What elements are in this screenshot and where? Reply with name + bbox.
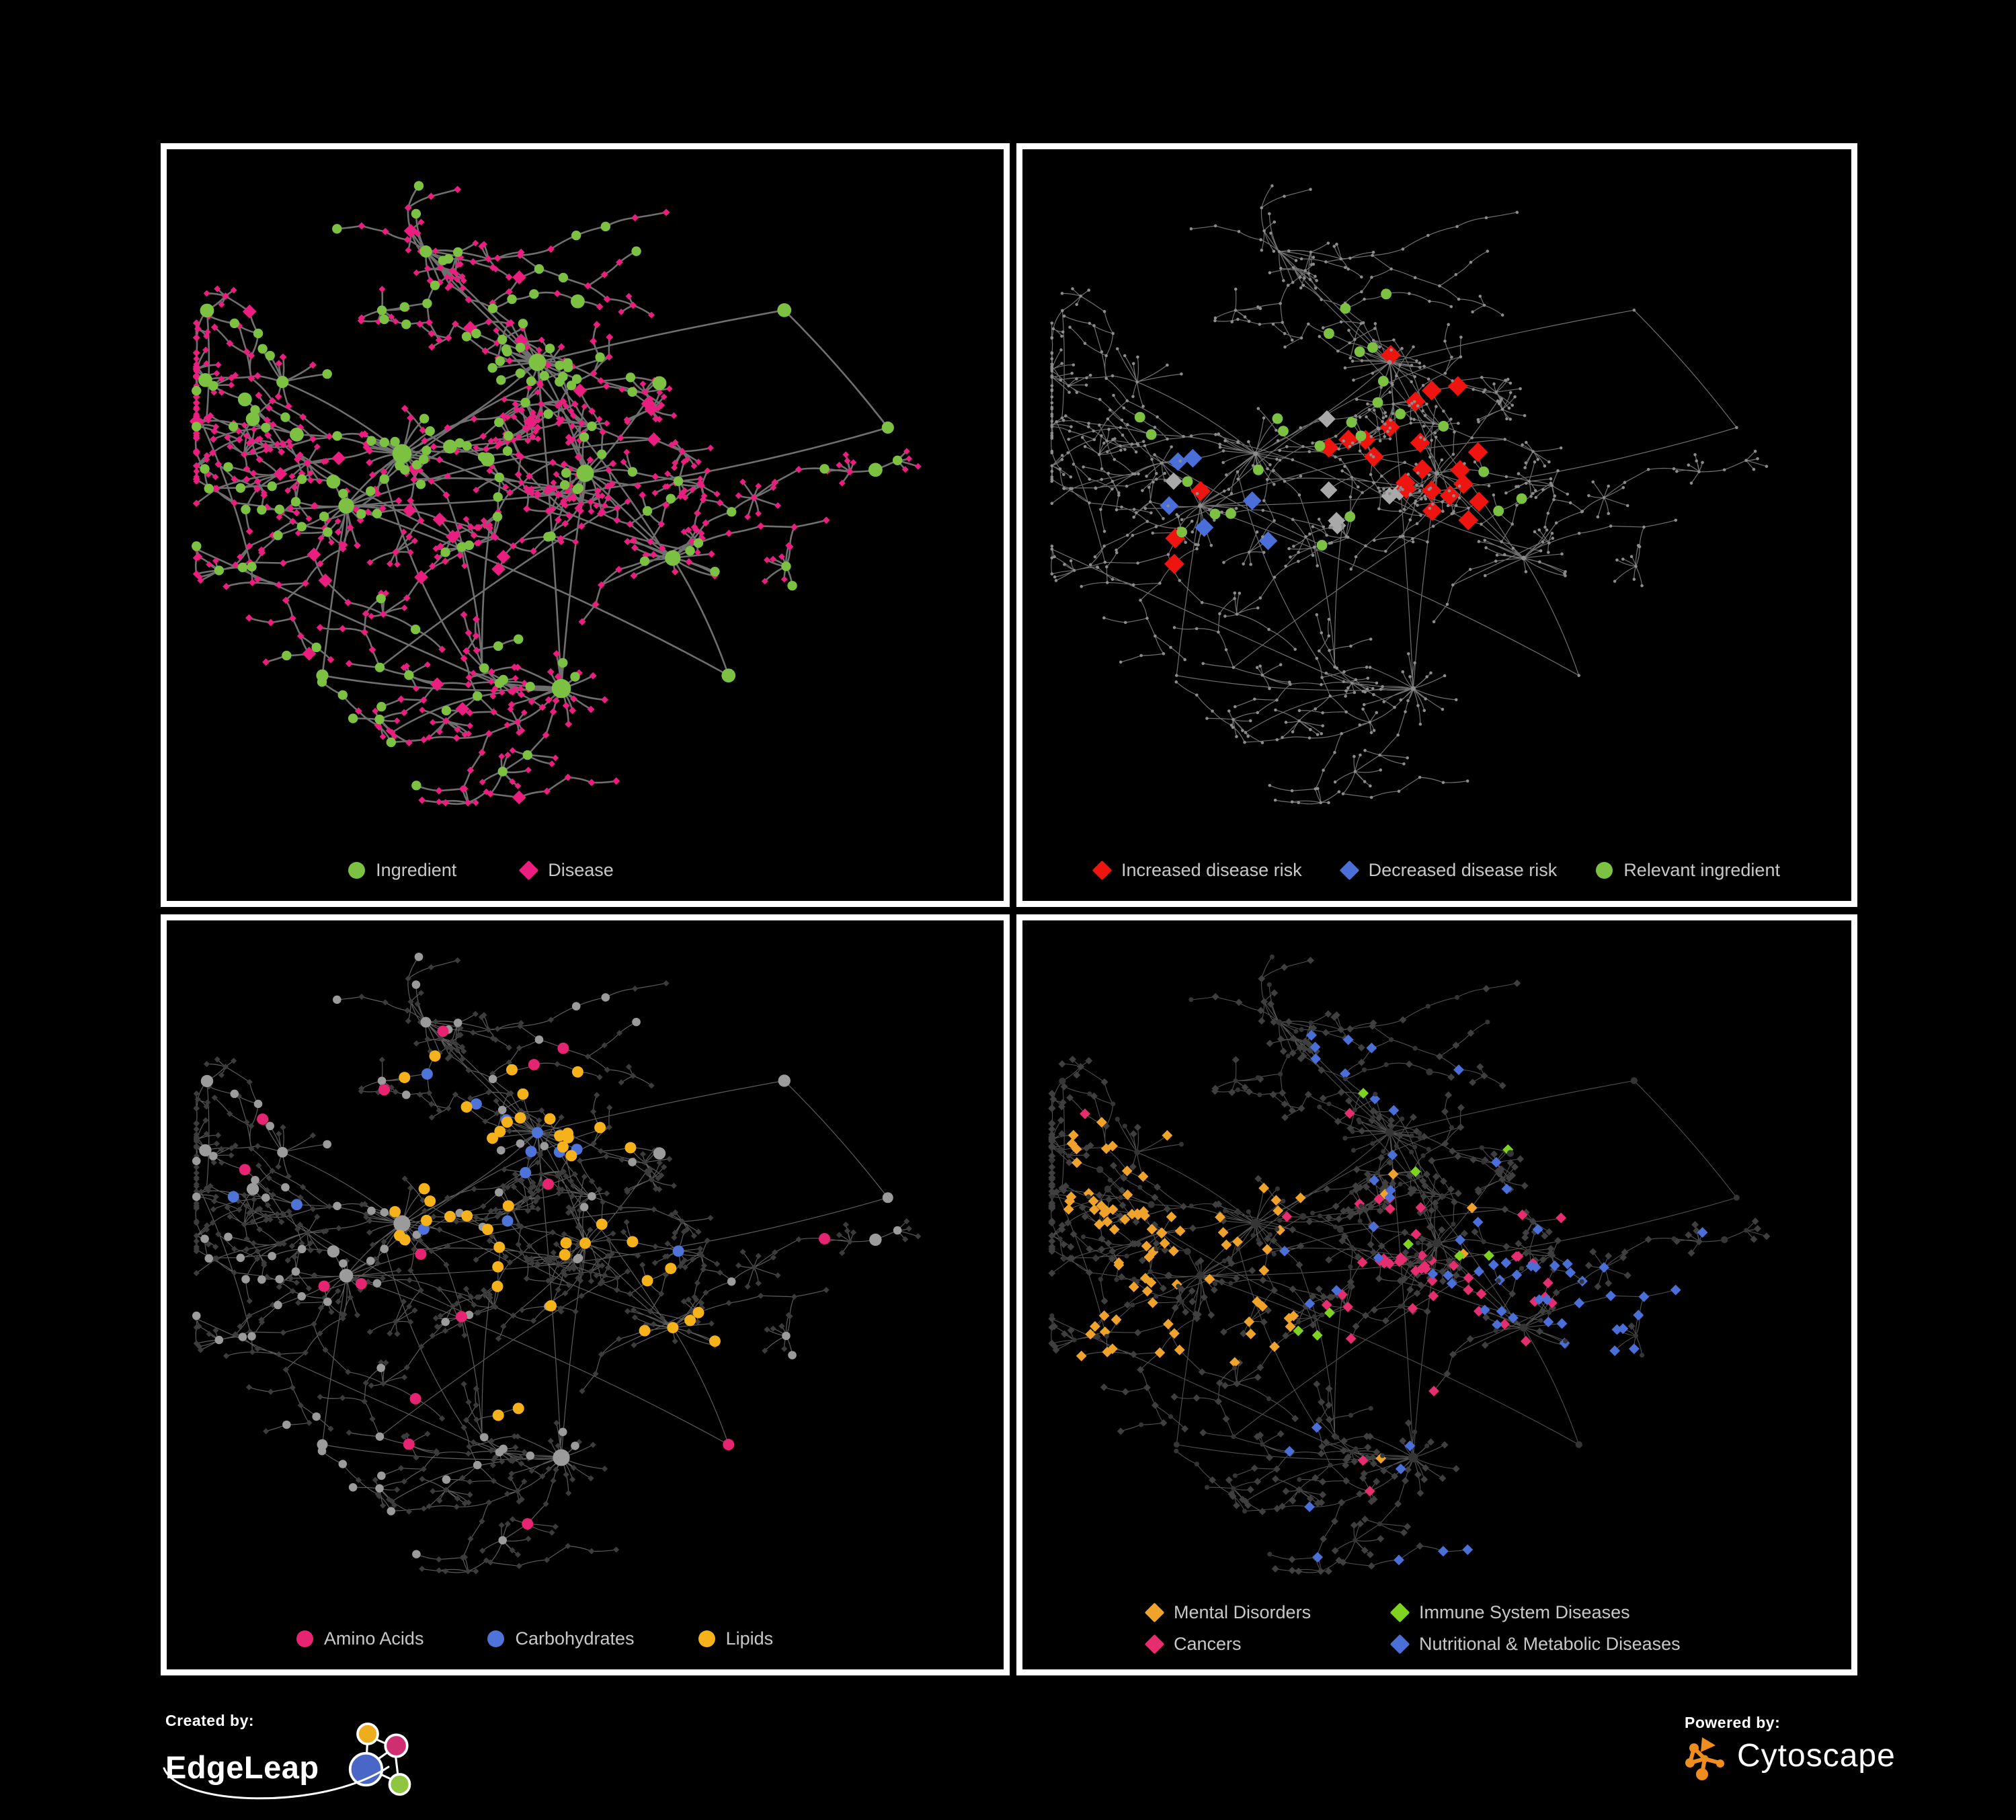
legend-ingredient-disease: Ingredient Disease: [167, 860, 1004, 881]
legend-item-amino-acids: Amino Acids: [296, 1628, 424, 1649]
legend-disease-categories: Mental Disorders Immune System Diseases …: [1022, 1602, 1851, 1655]
panel-ingredient-disease: Ingredient Disease: [161, 143, 1010, 907]
legend-label: Lipids: [725, 1628, 774, 1649]
legend-label: Disease: [548, 860, 614, 880]
legend-label: Ingredient: [376, 860, 457, 880]
powered-by-label: Powered by:: [1685, 1714, 1781, 1731]
legend-item-cancers: Cancers: [1144, 1634, 1392, 1655]
powered-by-brand: Powered by: Cytoscape: [1685, 1714, 1896, 1780]
immune-diseases-swatch: [1389, 1602, 1410, 1623]
network-ingredient-disease: [167, 149, 1004, 836]
legend-label: Cancers: [1174, 1634, 1242, 1654]
created-by-brand: Created by: EdgeLeap: [163, 1712, 454, 1805]
legend-label: Carbohydrates: [515, 1628, 635, 1649]
panel-nutrient-classes: Amino Acids Carbohydrates Lipids: [161, 914, 1010, 1675]
legend-label: Increased disease risk: [1121, 860, 1302, 880]
network-disease-risk: [1022, 149, 1851, 836]
nutritional-metabolic-swatch: [1389, 1634, 1410, 1655]
carbohydrates-swatch: [487, 1630, 505, 1647]
network-disease-categories: [1022, 920, 1851, 1605]
legend-label: Decreased disease risk: [1368, 860, 1558, 880]
relevant-ingredient-swatch: [1596, 862, 1613, 879]
legend-label: Relevant ingredient: [1623, 860, 1780, 880]
edgeleap-wordmark: EdgeLeap: [165, 1749, 319, 1785]
legend-label: Nutritional & Metabolic Diseases: [1419, 1634, 1681, 1654]
legend-item-carbohydrates: Carbohydrates: [487, 1628, 635, 1649]
legend-item-ingredient: Ingredient: [348, 860, 456, 881]
legend-disease-risk: Increased disease risk Decreased disease…: [1022, 860, 1851, 881]
legend-item-nutritional-metabolic: Nutritional & Metabolic Diseases: [1389, 1634, 1681, 1655]
created-by-label: Created by:: [165, 1712, 255, 1729]
legend-label: Immune System Diseases: [1419, 1602, 1630, 1622]
panel-disease-risk: Increased disease risk Decreased disease…: [1016, 143, 1857, 907]
legend-item-immune-diseases: Immune System Diseases: [1389, 1602, 1681, 1623]
disease-swatch: [518, 860, 539, 881]
cytoscape-wordmark: Cytoscape: [1737, 1737, 1896, 1774]
ingredient-swatch: [348, 862, 366, 879]
amino-acids-swatch: [296, 1630, 313, 1647]
legend-item-lipids: Lipids: [698, 1628, 774, 1649]
edgeleap-logo-icon: [348, 1723, 411, 1796]
legend-item-increased-risk: Increased disease risk: [1092, 860, 1302, 881]
panel-disease-categories: Mental Disorders Immune System Diseases …: [1016, 914, 1857, 1675]
decreased-risk-swatch: [1339, 860, 1360, 881]
cytoscape-logo-icon: [1685, 1737, 1724, 1780]
legend-nutrient-classes: Amino Acids Carbohydrates Lipids: [167, 1628, 1004, 1649]
legend-item-relevant-ingredient: Relevant ingredient: [1596, 860, 1780, 881]
legend-item-disease: Disease: [518, 860, 614, 881]
legend-label: Amino Acids: [323, 1628, 424, 1649]
lipids-swatch: [698, 1630, 715, 1647]
legend-label: Mental Disorders: [1174, 1602, 1312, 1622]
mental-disorders-swatch: [1144, 1602, 1165, 1623]
increased-risk-swatch: [1092, 860, 1113, 881]
legend-item-mental-disorders: Mental Disorders: [1144, 1602, 1392, 1623]
legend-item-decreased-risk: Decreased disease risk: [1339, 860, 1558, 881]
network-nutrient-classes: [167, 920, 1004, 1605]
cancers-swatch: [1144, 1634, 1165, 1655]
